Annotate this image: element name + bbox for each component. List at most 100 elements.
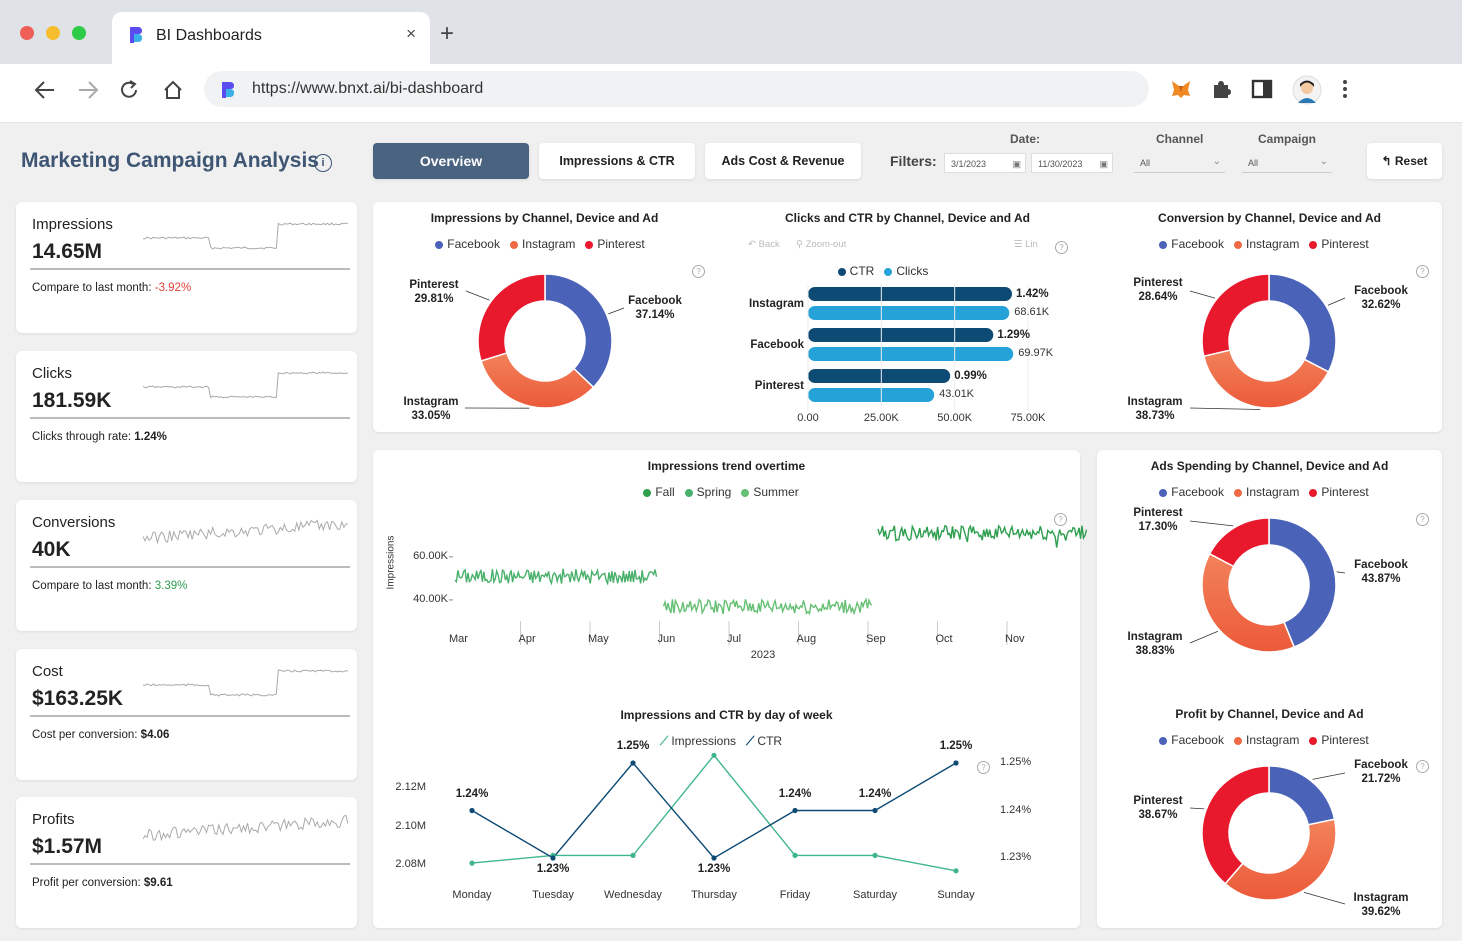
legend-label: Clicks [896,264,929,278]
legend-item-ctr[interactable]: ⟋ CTR [746,734,782,748]
legend-item-pinterest[interactable]: Pinterest [1309,733,1369,747]
date-filter-label: Date: [1010,132,1041,146]
bnxt-logo-icon [130,27,142,43]
kpi-divider [30,268,350,270]
browser-menu-icon[interactable] [1336,78,1354,100]
kpi-sparkline [143,814,348,842]
y-right-tick-label: 1.24% [1000,803,1032,816]
kpi-card-cost[interactable]: Cost $163.25K Cost per conversion: $4.06 [16,649,357,780]
x-tick-label: Jun [657,633,676,645]
date-to-input[interactable]: 11/30/2023 ▣ [1031,153,1113,173]
kpi-card-profits[interactable]: Profits $1.57M Profit per conversion: $9.6… [16,797,357,928]
kpi-sub-value: $4.06 [140,729,170,741]
legend-item-facebook[interactable]: Facebook [1159,237,1224,251]
tab-ads-cost-revenue[interactable]: Ads Cost & Revenue [705,143,861,179]
legend-item-impressions[interactable]: ⟋ Impressions [660,734,736,748]
legend-item-instagram[interactable]: Instagram [1233,237,1299,251]
tab-close-icon[interactable]: × [406,24,416,43]
donut-slice-instagram [1224,818,1337,901]
x-tick-label: Sunday [937,889,975,901]
sidebar-panel-icon[interactable] [1251,78,1273,100]
back-arrow-icon[interactable] [34,80,56,100]
site-logo-icon [222,82,234,98]
help-icon[interactable]: ? [1416,760,1429,773]
tab-impressions-ctr[interactable]: Impressions & CTR [539,143,695,179]
legend-swatch [884,267,893,276]
kpi-sub-label: Compare to last month: [32,580,155,592]
clicks-bar [808,347,1014,361]
x-tick-label: Sep [866,633,886,645]
home-icon[interactable] [162,79,184,101]
clicks-ctr-legend: CTR Clicks [808,264,968,278]
ctr-bar [808,287,1012,301]
help-icon[interactable]: ? [692,265,705,278]
forward-arrow-icon[interactable] [77,80,99,100]
window-maximize-button[interactable] [72,26,86,40]
chart-toolbar-back[interactable]: ↶ Back [748,239,780,250]
x-tick-label: Friday [779,889,811,901]
legend-item-pinterest[interactable]: Pinterest [1309,485,1369,499]
kpi-sub-value: 3.39% [154,580,188,592]
browser-tab-bar: BI Dashboards × + [0,0,1462,64]
calendar-icon[interactable]: ▣ [1012,159,1021,169]
legend-item-instagram[interactable]: Instagram [1233,733,1299,747]
donut-slice-facebook [1268,273,1337,373]
legend-item-clicks[interactable]: Clicks [884,264,928,278]
donut-label-value: 38.83% [1135,645,1175,657]
help-icon[interactable]: ? [1416,513,1429,526]
kpi-sparkline-path [143,669,348,697]
ctr-point [630,760,636,766]
legend-item-instagram[interactable]: Instagram [1233,485,1299,499]
legend-item-pinterest[interactable]: Pinterest [1309,237,1369,251]
address-bar[interactable]: https://www.bnxt.ai/bi-dashboard [204,71,1149,107]
legend-swatch [1233,736,1242,745]
channel-select[interactable]: All ⌄ [1134,153,1225,173]
x-tick-label: 50.00K [937,412,973,424]
date-from-input[interactable]: 3/1/2023 ▣ [944,153,1026,173]
chart-toolbar-lin[interactable]: ☰ Lin [1014,239,1038,250]
kpi-card-impressions[interactable]: Impressions 14.65M Compare to last month: … [16,202,357,333]
campaign-select[interactable]: All ⌄ [1242,153,1332,173]
legend-item-instagram[interactable]: Instagram [509,237,575,251]
help-icon[interactable]: ? [977,761,990,774]
donut-label-value: 17.30% [1138,521,1178,533]
legend-item-facebook[interactable]: Facebook [1159,733,1224,747]
kpi-card-clicks[interactable]: Clicks 181.59K Clicks through rate: 1.24% [16,351,357,482]
clicks-bar-label: 69.97K [1018,347,1054,359]
legend-item-fall[interactable]: Fall [643,485,675,499]
help-icon[interactable]: ? [1055,241,1068,254]
extensions-puzzle-icon[interactable] [1210,78,1232,100]
legend-item-facebook[interactable]: Facebook [1159,485,1224,499]
reset-button[interactable]: ↰ Reset [1367,143,1442,179]
legend-item-facebook[interactable]: Facebook [435,237,500,251]
info-icon[interactable]: i [314,154,332,172]
window-minimize-button[interactable] [46,26,60,40]
ctr-data-label: 1.25% [616,740,650,752]
impressions-point [953,868,959,874]
x-tick-label: Saturday [852,889,898,901]
new-tab-button[interactable]: + [440,20,455,47]
reload-icon[interactable] [118,79,140,101]
help-icon[interactable]: ? [1416,265,1429,278]
legend-item-summer[interactable]: Summer [741,485,799,499]
legend-item-ctr[interactable]: CTR [837,264,875,278]
kpi-value: $163.25K [32,687,124,710]
legend-label: CTR [849,264,875,278]
legend-swatch [509,240,518,249]
donut-leader-line [1189,807,1205,810]
legend-item-spring[interactable]: Spring [684,485,731,499]
kpi-sparkline-path [143,519,348,545]
chevron-down-icon: ⌄ [1319,156,1328,167]
donut-label-pinterest: Pinterest 38.67% [1123,794,1193,822]
metamask-extension-icon[interactable] [1170,78,1192,100]
donut-label-facebook: Facebook 37.14% [620,294,690,322]
kpi-card-conversions[interactable]: Conversions 40K Compare to last month: 3.3… [16,500,357,631]
window-close-button[interactable] [20,26,34,40]
legend-item-pinterest[interactable]: Pinterest [585,237,645,251]
calendar-icon[interactable]: ▣ [1099,159,1108,169]
tab-overview[interactable]: Overview [373,143,529,179]
browser-tab[interactable]: BI Dashboards × [112,12,430,64]
chart-toolbar-zoom-out[interactable]: ⚲ Zoom-out [796,239,846,250]
profile-avatar-icon[interactable] [1292,75,1322,105]
help-icon[interactable]: ? [1054,513,1067,526]
